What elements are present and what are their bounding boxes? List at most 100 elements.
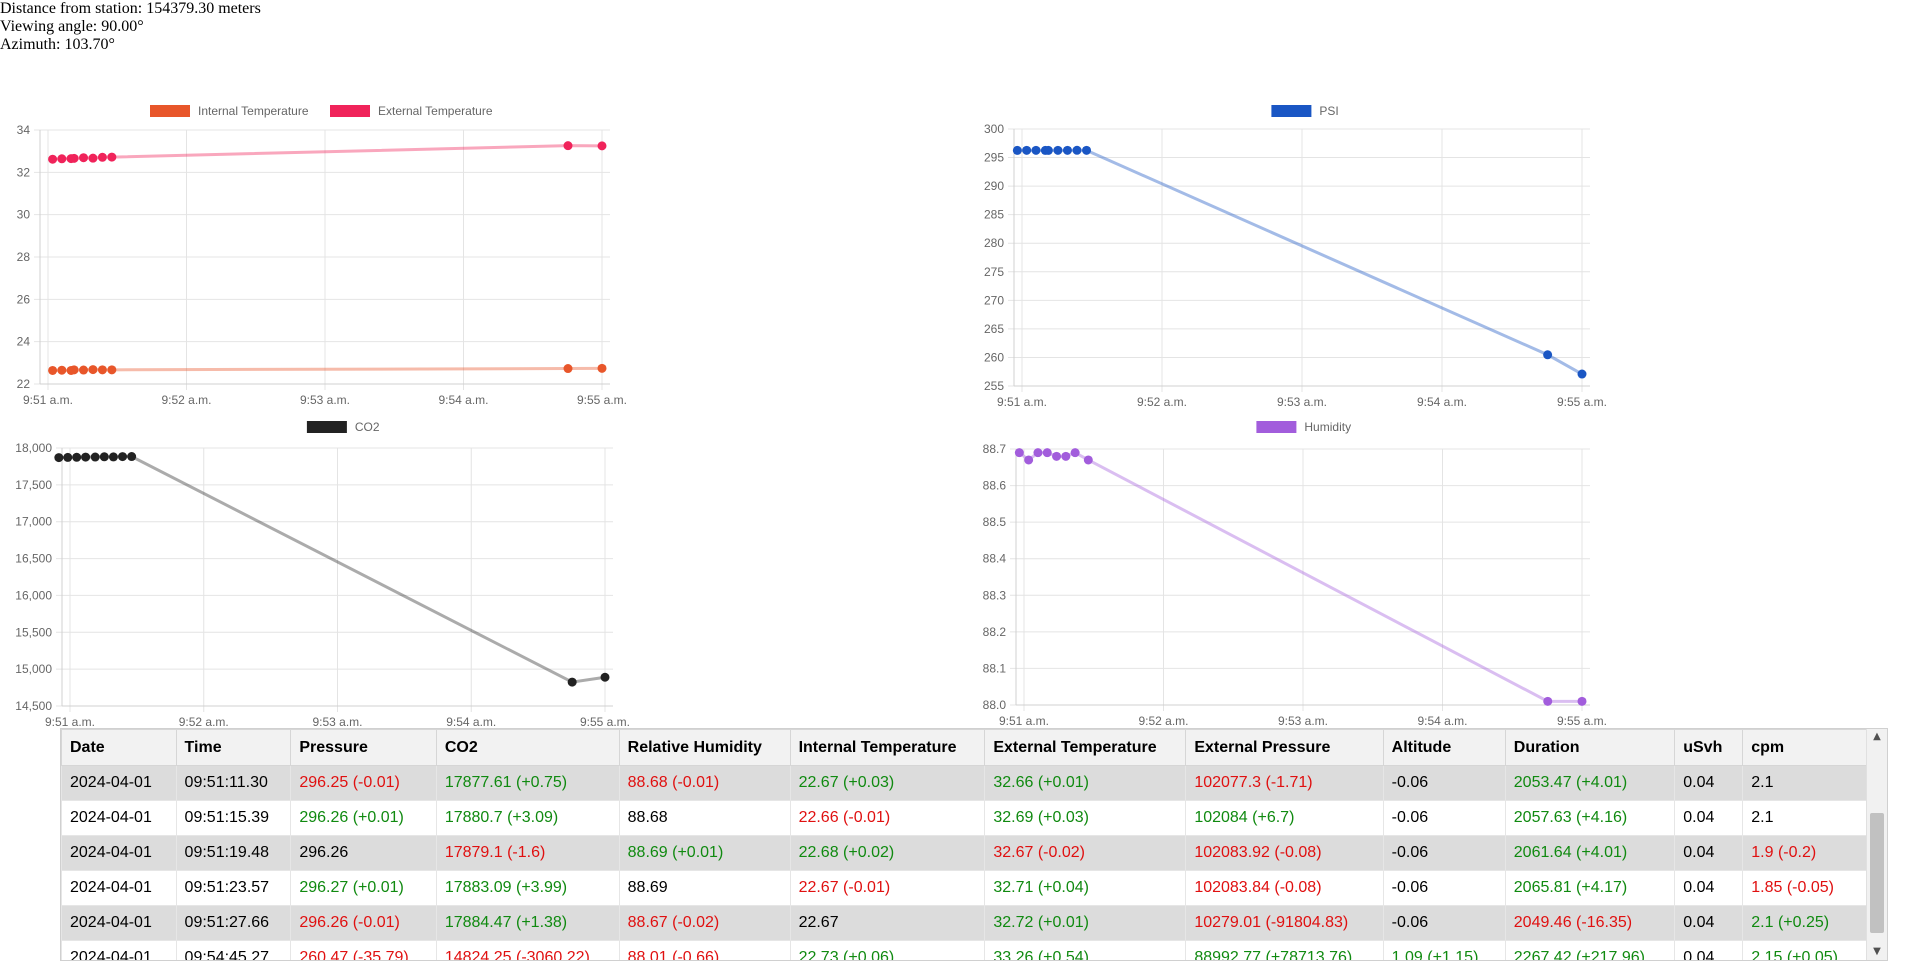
data-point[interactable] — [1543, 697, 1552, 706]
data-point[interactable] — [79, 153, 88, 162]
data-point[interactable] — [118, 452, 127, 461]
y-tick-label: 24 — [17, 335, 31, 349]
y-tick-label: 88.0 — [983, 698, 1007, 712]
data-point[interactable] — [88, 154, 97, 163]
data-point[interactable] — [1024, 455, 1033, 464]
column-header-pressure: Pressure — [291, 730, 436, 766]
scroll-down-arrow-icon[interactable]: ▼ — [1867, 944, 1887, 960]
x-tick-label: 9:54 a.m. — [1417, 714, 1467, 726]
legend-swatch[interactable] — [307, 421, 347, 433]
data-point[interactable] — [1044, 146, 1053, 155]
chart-legend: PSI — [1271, 104, 1338, 118]
data-point[interactable] — [1022, 146, 1031, 155]
data-point[interactable] — [1033, 448, 1042, 457]
x-tick-label: 9:53 a.m. — [312, 715, 362, 726]
x-tick-label: 9:51 a.m. — [23, 393, 73, 407]
table-cell: 88.01 (-0.66) — [619, 941, 790, 961]
legend-swatch[interactable] — [150, 105, 190, 117]
legend-swatch[interactable] — [330, 105, 370, 117]
table-cell: 22.67 — [790, 906, 985, 941]
data-point[interactable] — [1052, 452, 1061, 461]
scrollbar-thumb[interactable] — [1870, 813, 1884, 933]
data-point[interactable] — [48, 366, 57, 375]
table-scrollbar[interactable]: ▲ ▼ — [1866, 729, 1887, 960]
data-point[interactable] — [70, 365, 79, 374]
data-point[interactable] — [601, 673, 610, 682]
data-point[interactable] — [91, 453, 100, 462]
data-point[interactable] — [1043, 448, 1052, 457]
table-cell: 88.69 (+0.01) — [619, 836, 790, 871]
y-tick-label: 18,000 — [15, 441, 52, 455]
data-point[interactable] — [72, 453, 81, 462]
data-point[interactable] — [563, 141, 572, 150]
x-tick-label: 9:52 a.m. — [1138, 714, 1188, 726]
legend-swatch[interactable] — [1256, 421, 1296, 433]
data-point[interactable] — [57, 154, 66, 163]
data-point[interactable] — [48, 155, 57, 164]
data-point[interactable] — [1013, 146, 1022, 155]
data-point[interactable] — [1543, 350, 1552, 359]
data-point[interactable] — [81, 453, 90, 462]
data-point[interactable] — [1082, 146, 1091, 155]
legend-label[interactable]: PSI — [1319, 104, 1338, 118]
data-point[interactable] — [563, 364, 572, 373]
table-cell: 2049.46 (-16.35) — [1505, 906, 1674, 941]
data-point[interactable] — [107, 153, 116, 162]
data-point[interactable] — [1072, 146, 1081, 155]
legend-label[interactable]: External Temperature — [378, 104, 493, 118]
column-header-cpm: cpm — [1743, 730, 1867, 766]
table-cell: 10279.01 (-91804.83) — [1186, 906, 1383, 941]
scroll-up-arrow-icon[interactable]: ▲ — [1867, 729, 1887, 745]
data-point[interactable] — [1578, 370, 1587, 379]
data-point[interactable] — [1015, 448, 1024, 457]
column-header-co2: CO2 — [436, 730, 619, 766]
legend-label[interactable]: CO2 — [355, 420, 380, 434]
table-cell: 22.67 (+0.03) — [790, 766, 985, 801]
y-tick-label: 16,500 — [15, 552, 52, 566]
table-cell: 0.04 — [1675, 836, 1743, 871]
data-point[interactable] — [598, 141, 607, 150]
data-point[interactable] — [98, 365, 107, 374]
y-tick-label: 265 — [984, 322, 1004, 336]
data-point[interactable] — [100, 452, 109, 461]
data-point[interactable] — [1084, 455, 1093, 464]
series-line-psi — [1017, 150, 1582, 374]
legend-label[interactable]: Internal Temperature — [198, 104, 309, 118]
data-point[interactable] — [54, 453, 63, 462]
data-point[interactable] — [1061, 452, 1070, 461]
data-point[interactable] — [57, 366, 66, 375]
column-header-external-temperature: External Temperature — [985, 730, 1186, 766]
data-point[interactable] — [98, 153, 107, 162]
data-point[interactable] — [598, 364, 607, 373]
data-point[interactable] — [1063, 146, 1072, 155]
data-point[interactable] — [107, 365, 116, 374]
legend-label[interactable]: Humidity — [1304, 420, 1351, 434]
station-info: Distance from station: 154379.30 meters … — [0, 0, 261, 54]
table-cell: 09:51:19.48 — [176, 836, 291, 871]
table-cell: 88.69 — [619, 871, 790, 906]
legend-swatch[interactable] — [1271, 105, 1311, 117]
data-point[interactable] — [109, 452, 118, 461]
data-point[interactable] — [63, 453, 72, 462]
data-point[interactable] — [1071, 448, 1080, 457]
table-cell: 33.26 (+0.54) — [985, 941, 1186, 961]
data-point[interactable] — [568, 678, 577, 687]
data-point[interactable] — [70, 154, 79, 163]
chart-legend: Humidity — [1256, 420, 1351, 434]
table-cell: 14824.25 (-3060.22) — [436, 941, 619, 961]
data-point[interactable] — [88, 365, 97, 374]
data-point[interactable] — [1032, 146, 1041, 155]
y-tick-label: 300 — [984, 122, 1004, 136]
data-point[interactable] — [1578, 697, 1587, 706]
data-point[interactable] — [127, 452, 136, 461]
table-cell: 09:54:45.27 — [176, 941, 291, 961]
data-point[interactable] — [79, 366, 88, 375]
data-point[interactable] — [1053, 146, 1062, 155]
column-header-internal-temperature: Internal Temperature — [790, 730, 985, 766]
